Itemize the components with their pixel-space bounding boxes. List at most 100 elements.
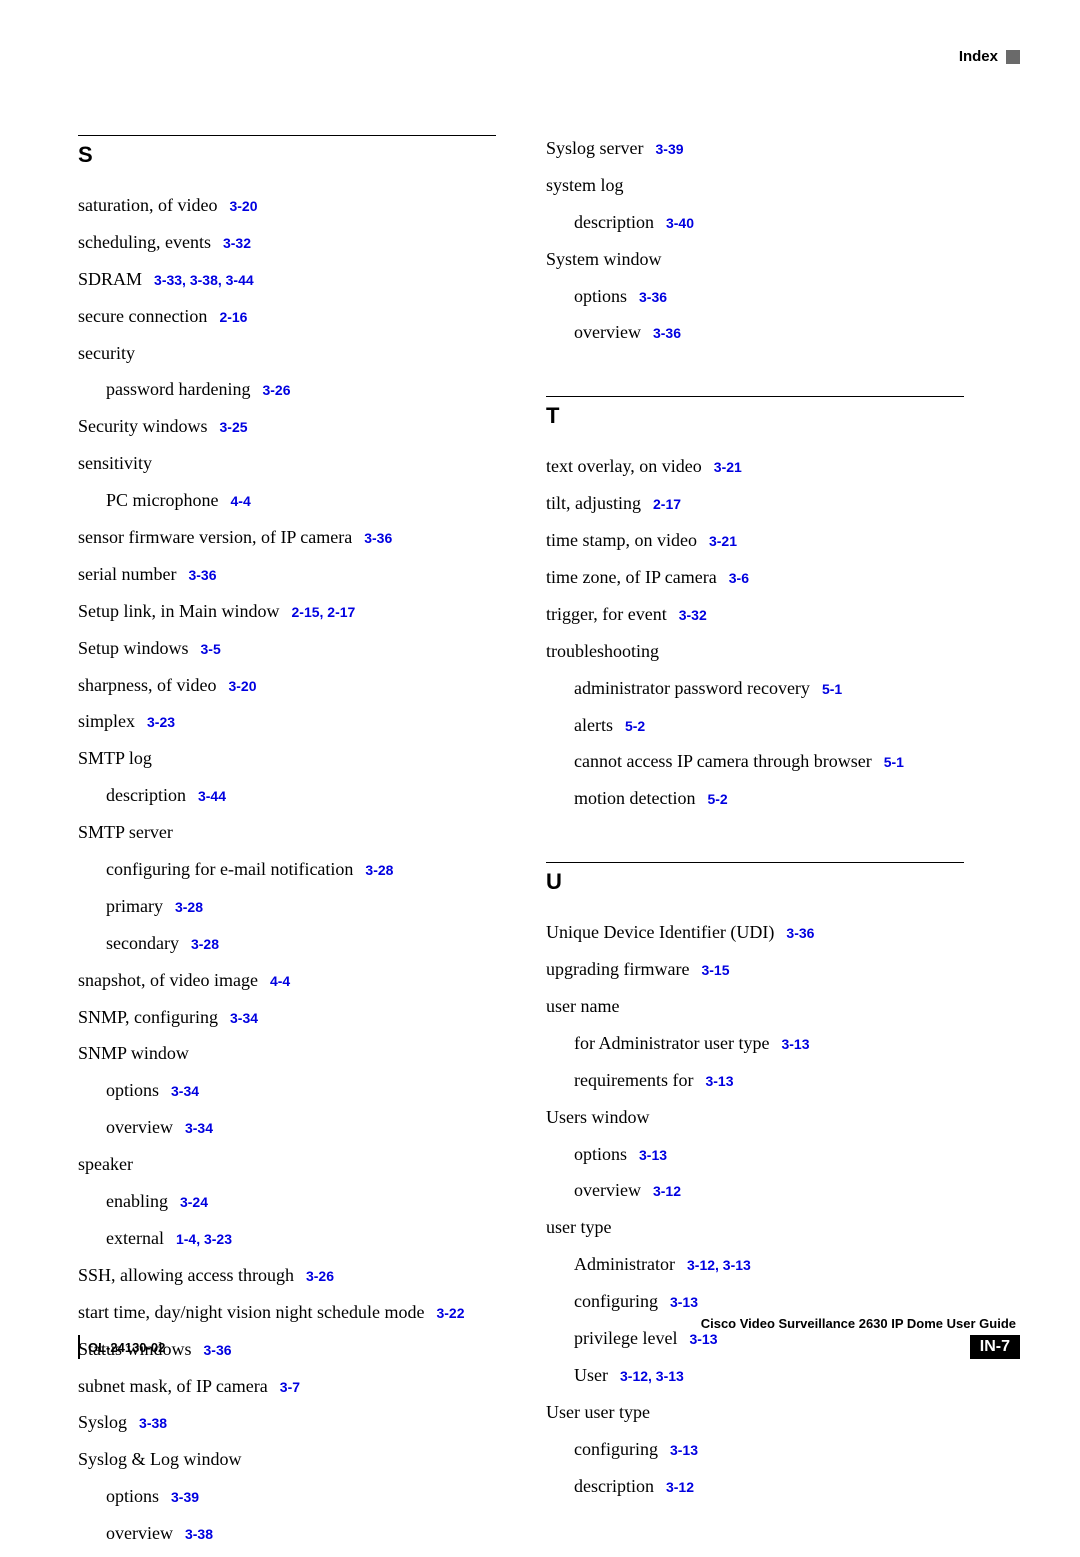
index-entry-text: alerts: [574, 715, 613, 735]
index-entry: SNMP, configuring3-34: [78, 1004, 496, 1032]
index-entry: Setup link, in Main window 2-15, 2-17: [78, 598, 496, 626]
index-page-ref[interactable]: 5-1: [822, 681, 842, 697]
index-entry-text: speaker: [78, 1154, 133, 1174]
index-page-ref[interactable]: 2-15, 2-17: [292, 604, 356, 620]
section-divider: [546, 396, 964, 397]
index-entry-text: Users window: [546, 1107, 650, 1127]
index-page-ref[interactable]: 3-13: [670, 1442, 698, 1458]
index-page-ref[interactable]: 3-36: [188, 567, 216, 583]
index-page-ref[interactable]: 3-38: [185, 1526, 213, 1542]
index-entry-text: trigger, for event: [546, 604, 667, 624]
index-page-ref[interactable]: 3-12, 3-13: [687, 1257, 751, 1273]
index-page-ref[interactable]: 3-28: [175, 899, 203, 915]
index-page-ref[interactable]: 3-7: [280, 1379, 300, 1395]
index-entry-text: description: [574, 212, 654, 232]
index-page-ref[interactable]: 3-20: [228, 678, 256, 694]
index-page-ref[interactable]: 3-44: [198, 788, 226, 804]
index-page-ref[interactable]: 3-26: [262, 382, 290, 398]
index-page-ref[interactable]: 5-2: [625, 718, 645, 734]
index-entry-text: options: [106, 1486, 159, 1506]
index-page-ref[interactable]: 3-32: [679, 607, 707, 623]
index-page-ref[interactable]: 5-1: [884, 754, 904, 770]
index-entry: troubleshooting: [546, 638, 964, 666]
index-page-ref[interactable]: 3-5: [201, 641, 221, 657]
index-entry-text: User: [574, 1365, 608, 1385]
index-page-ref[interactable]: 3-6: [729, 570, 749, 586]
index-page-ref[interactable]: 3-13: [639, 1147, 667, 1163]
index-entry-text: overview: [574, 1180, 641, 1200]
index-page-ref[interactable]: 1-4, 3-23: [176, 1231, 232, 1247]
index-entry: SDRAM 3-33, 3-38, 3-44: [78, 266, 496, 294]
index-page-ref[interactable]: 3-24: [180, 1194, 208, 1210]
index-page-ref[interactable]: 3-34: [171, 1083, 199, 1099]
index-page-ref[interactable]: 3-13: [670, 1294, 698, 1310]
index-page-ref[interactable]: 3-34: [230, 1010, 258, 1026]
index-page-ref[interactable]: 3-33, 3-38, 3-44: [154, 272, 254, 288]
index-page-ref[interactable]: 3-26: [306, 1268, 334, 1284]
index-page-ref[interactable]: 3-13: [705, 1073, 733, 1089]
index-page-ref[interactable]: 3-23: [147, 714, 175, 730]
index-entry-text: requirements for: [574, 1070, 693, 1090]
index-page-ref[interactable]: 2-16: [219, 309, 247, 325]
index-entry-text: simplex: [78, 711, 135, 731]
index-page-ref[interactable]: 3-15: [701, 962, 729, 978]
index-entry-text: Setup windows: [78, 638, 189, 658]
index-page-ref[interactable]: 3-34: [185, 1120, 213, 1136]
index-page-ref[interactable]: 3-38: [139, 1415, 167, 1431]
index-entry: sensitivity: [78, 450, 496, 478]
index-page-ref[interactable]: 2-17: [653, 496, 681, 512]
index-entry-text: Syslog: [78, 1412, 127, 1432]
index-entry: options3-13: [546, 1141, 964, 1169]
index-entry: Administrator3-12, 3-13: [546, 1251, 964, 1279]
index-entry: saturation, of video3-20: [78, 192, 496, 220]
index-entry-text: scheduling, events: [78, 232, 211, 252]
index-entry-text: time zone, of IP camera: [546, 567, 717, 587]
index-page-ref[interactable]: 3-21: [714, 459, 742, 475]
index-page-ref[interactable]: 3-13: [781, 1036, 809, 1052]
index-page-ref[interactable]: 5-2: [707, 791, 727, 807]
index-entry: snapshot, of video image4-4: [78, 967, 496, 995]
index-page-ref[interactable]: 3-21: [709, 533, 737, 549]
index-page-ref[interactable]: 3-32: [223, 235, 251, 251]
index-page-ref[interactable]: 4-4: [231, 493, 251, 509]
index-page-ref[interactable]: 3-36: [786, 925, 814, 941]
index-page-ref[interactable]: 3-12: [666, 1479, 694, 1495]
index-entry: options 3-34: [78, 1077, 496, 1105]
index-entry: for Administrator user type3-13: [546, 1030, 964, 1058]
index-entry-text: SDRAM: [78, 269, 142, 289]
index-entry-text: Security windows: [78, 416, 208, 436]
index-entry-text: options: [106, 1080, 159, 1100]
index-page-ref[interactable]: 3-20: [229, 198, 257, 214]
index-page-ref[interactable]: 3-36: [653, 325, 681, 341]
index-entry-text: sensitivity: [78, 453, 152, 473]
index-entry: tilt, adjusting2-17: [546, 490, 964, 518]
index-entry: sharpness, of video3-20: [78, 672, 496, 700]
index-page-ref[interactable]: 3-25: [220, 419, 248, 435]
index-entry: administrator password recovery5-1: [546, 675, 964, 703]
index-page-ref[interactable]: 3-28: [191, 936, 219, 952]
index-entry: text overlay, on video3-21: [546, 453, 964, 481]
index-page-ref[interactable]: 3-28: [365, 862, 393, 878]
index-entry-text: troubleshooting: [546, 641, 659, 661]
index-page-ref[interactable]: 3-36: [364, 530, 392, 546]
index-entry: requirements for 3-13: [546, 1067, 964, 1095]
index-page-ref[interactable]: 3-39: [656, 141, 684, 157]
index-page-ref[interactable]: 3-12: [653, 1183, 681, 1199]
index-page-ref[interactable]: 3-39: [171, 1489, 199, 1505]
index-entry-text: configuring: [574, 1291, 658, 1311]
index-entry-text: description: [106, 785, 186, 805]
index-page-ref[interactable]: 3-12, 3-13: [620, 1368, 684, 1384]
index-entry: User user type: [546, 1399, 964, 1427]
index-entry: description3-12: [546, 1473, 964, 1501]
footer-docnum: OL-24130-02: [78, 1335, 165, 1359]
index-entry-text: Setup link, in Main window: [78, 601, 280, 621]
index-entry: System window: [546, 246, 964, 274]
index-page-ref[interactable]: 3-36: [639, 289, 667, 305]
index-entry: external1-4, 3-23: [78, 1225, 496, 1253]
index-entry: time zone, of IP camera 3-6: [546, 564, 964, 592]
index-entry: Syslog & Log window: [78, 1446, 496, 1474]
index-entry-text: overview: [106, 1117, 173, 1137]
index-entry-text: SMTP server: [78, 822, 173, 842]
index-page-ref[interactable]: 4-4: [270, 973, 290, 989]
index-page-ref[interactable]: 3-40: [666, 215, 694, 231]
